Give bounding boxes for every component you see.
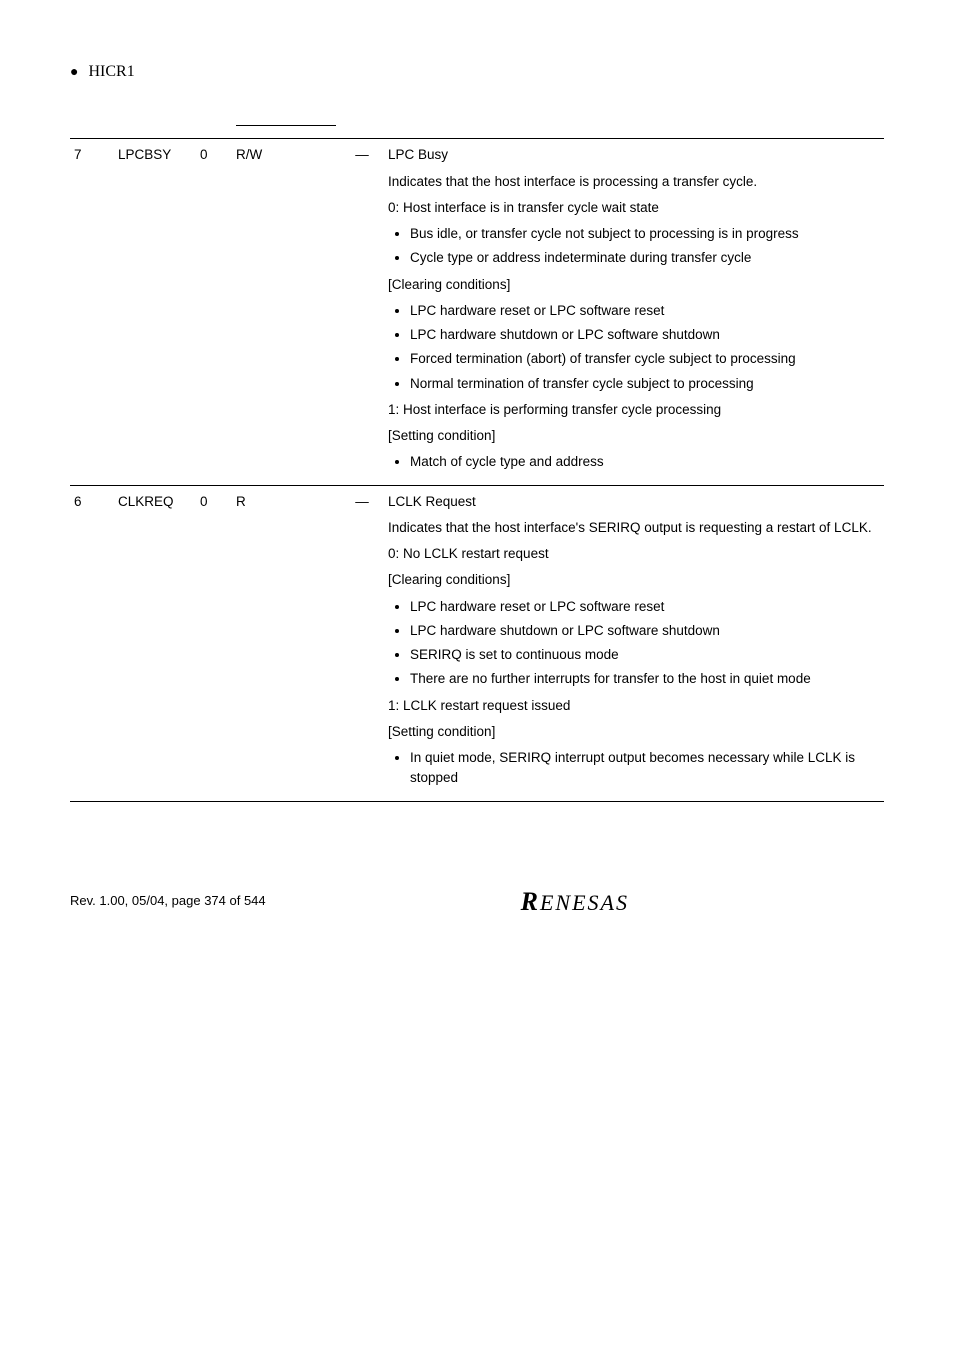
section-title: HICR1 bbox=[88, 63, 134, 80]
desc-title: LPC Busy bbox=[388, 145, 880, 165]
bullet-icon: ● bbox=[70, 65, 78, 80]
cell-initial: 0 bbox=[196, 485, 232, 801]
list-item: Normal termination of transfer cycle sub… bbox=[410, 374, 880, 394]
desc-state1: 1: Host interface is performing transfer… bbox=[388, 400, 880, 420]
list-item: Forced termination (abort) of transfer c… bbox=[410, 349, 880, 369]
desc-setting-label: [Setting condition] bbox=[388, 426, 880, 446]
cell-dash: — bbox=[340, 485, 384, 801]
list-item: LPC hardware shutdown or LPC software sh… bbox=[410, 621, 880, 641]
desc-state0: 0: Host interface is in transfer cycle w… bbox=[388, 198, 880, 218]
list-item: LPC hardware shutdown or LPC software sh… bbox=[410, 325, 880, 345]
header-underline bbox=[236, 112, 336, 126]
cell-bit: 6 bbox=[70, 485, 114, 801]
list-item: Cycle type or address indeterminate duri… bbox=[410, 248, 880, 268]
cell-rw: R/W bbox=[232, 139, 340, 485]
table-row: 7 LPCBSY 0 R/W — LPC Busy Indicates that… bbox=[70, 139, 884, 485]
list-item: LPC hardware reset or LPC software reset bbox=[410, 597, 880, 617]
desc-setting-label: [Setting condition] bbox=[388, 722, 880, 742]
desc-setting-list: In quiet mode, SERIRQ interrupt output b… bbox=[388, 748, 880, 789]
cell-rw: R bbox=[232, 485, 340, 801]
table-header-row bbox=[70, 112, 884, 139]
desc-clearing-list: LPC hardware reset or LPC software reset… bbox=[388, 597, 880, 690]
cell-initial: 0 bbox=[196, 139, 232, 485]
list-item: LPC hardware reset or LPC software reset bbox=[410, 301, 880, 321]
table-row: 6 CLKREQ 0 R — LCLK Request Indicates th… bbox=[70, 485, 884, 801]
page-footer: Rev. 1.00, 05/04, page 374 of 544 RENESA… bbox=[70, 882, 884, 921]
cell-description: LPC Busy Indicates that the host interfa… bbox=[384, 139, 884, 485]
desc-state0: 0: No LCLK restart request bbox=[388, 544, 880, 564]
cell-description: LCLK Request Indicates that the host int… bbox=[384, 485, 884, 801]
desc-title: LCLK Request bbox=[388, 492, 880, 512]
desc-clearing-label: [Clearing conditions] bbox=[388, 275, 880, 295]
cell-dash: — bbox=[340, 139, 384, 485]
list-item: There are no further interrupts for tran… bbox=[410, 669, 880, 689]
desc-setting-list: Match of cycle type and address bbox=[388, 452, 880, 472]
desc-intro: Indicates that the host interface's SERI… bbox=[388, 518, 880, 538]
register-table: 7 LPCBSY 0 R/W — LPC Busy Indicates that… bbox=[70, 112, 884, 802]
footer-logo-wrap: RENESAS bbox=[266, 882, 884, 921]
footer-revision: Rev. 1.00, 05/04, page 374 of 544 bbox=[70, 891, 266, 911]
section-heading: ● HICR1 bbox=[70, 60, 884, 84]
renesas-logo: RENESAS bbox=[521, 890, 629, 915]
cell-bitname: CLKREQ bbox=[114, 485, 196, 801]
cell-bitname: LPCBSY bbox=[114, 139, 196, 485]
list-item: Match of cycle type and address bbox=[410, 452, 880, 472]
list-item: Bus idle, or transfer cycle not subject … bbox=[410, 224, 880, 244]
desc-state1: 1: LCLK restart request issued bbox=[388, 696, 880, 716]
list-item: SERIRQ is set to continuous mode bbox=[410, 645, 880, 665]
cell-bit: 7 bbox=[70, 139, 114, 485]
desc-clearing-label: [Clearing conditions] bbox=[388, 570, 880, 590]
desc-state0-list: Bus idle, or transfer cycle not subject … bbox=[388, 224, 880, 269]
desc-clearing-list: LPC hardware reset or LPC software reset… bbox=[388, 301, 880, 394]
desc-intro: Indicates that the host interface is pro… bbox=[388, 172, 880, 192]
list-item: In quiet mode, SERIRQ interrupt output b… bbox=[410, 748, 880, 789]
